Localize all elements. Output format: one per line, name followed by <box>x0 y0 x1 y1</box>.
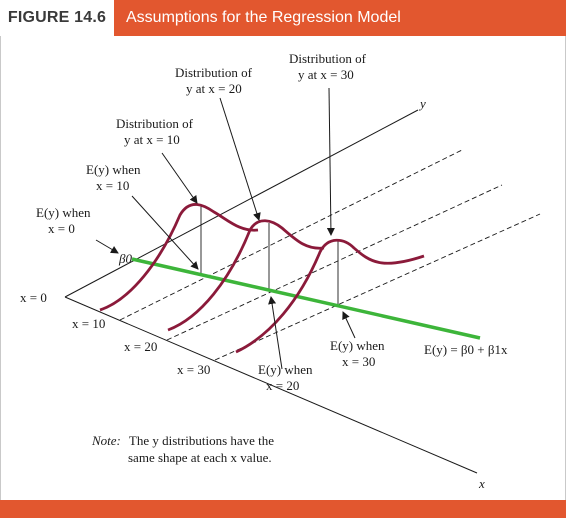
figure-title: Assumptions for the Regression Model <box>126 9 401 26</box>
y-axis-label: y <box>418 96 426 111</box>
arrow-dist-x30 <box>326 87 335 236</box>
regression-line <box>131 257 481 340</box>
regression-equation: E(y) = β0 + β1x <box>424 342 508 357</box>
distribution-curve-x20 <box>167 219 325 332</box>
figure-number: FIGURE 14.6 <box>0 0 116 36</box>
figure-header: FIGURE 14.6 Assumptions for the Regressi… <box>0 0 566 36</box>
dashed-line-x20 <box>166 184 503 341</box>
dist-x20-line2: y at x = 20 <box>186 81 242 96</box>
ey-x10-line2: x = 10 <box>96 178 129 193</box>
note-line1: Note: The y distributions have the <box>91 433 274 448</box>
ey-x20-line1: E(y) when <box>258 362 313 377</box>
ey-x10-line1: E(y) when <box>86 162 141 177</box>
arrow-ey-x10 <box>131 195 199 270</box>
ey-x0-line2: x = 0 <box>48 221 75 236</box>
dist-x30-line1: Distribution of <box>289 51 367 66</box>
origin-label: x = 0 <box>20 290 47 305</box>
x-tick-20: x = 20 <box>124 339 157 354</box>
distribution-curve-x10 <box>99 203 259 312</box>
arrow-dist-x10 <box>161 152 198 204</box>
ey-x30-line1: E(y) when <box>330 338 385 353</box>
dashed-line-x30 <box>214 213 541 361</box>
ey-x30-line2: x = 30 <box>342 354 375 369</box>
dist-x10-line2: y at x = 10 <box>124 132 180 147</box>
note-line2: same shape at each x value. <box>128 450 272 465</box>
arrow-ey-x20 <box>268 296 283 370</box>
beta0-label: β0 <box>118 251 132 266</box>
x-tick-30: x = 30 <box>177 362 210 377</box>
x-tick-10: x = 10 <box>72 316 105 331</box>
x-axis-label: x <box>478 476 485 491</box>
ey-x20-line2: x = 20 <box>266 378 299 393</box>
note-label: Note: <box>91 433 121 448</box>
x-axis-line <box>64 296 478 474</box>
ey-x0-line1: E(y) when <box>36 205 91 220</box>
arrow-ey-x30 <box>342 311 356 339</box>
dist-x10-line1: Distribution of <box>116 116 194 131</box>
dist-x30-line2: y at x = 30 <box>298 67 354 82</box>
arrow-ey-x0 <box>95 239 119 254</box>
distribution-curve-x30 <box>235 238 425 354</box>
arrow-dist-x20 <box>219 97 261 221</box>
dist-x20-line1: Distribution of <box>175 65 253 80</box>
note-line1-text: The y distributions have the <box>129 433 274 448</box>
y-axis-line <box>64 109 419 298</box>
figure-footer-bar <box>0 500 566 518</box>
